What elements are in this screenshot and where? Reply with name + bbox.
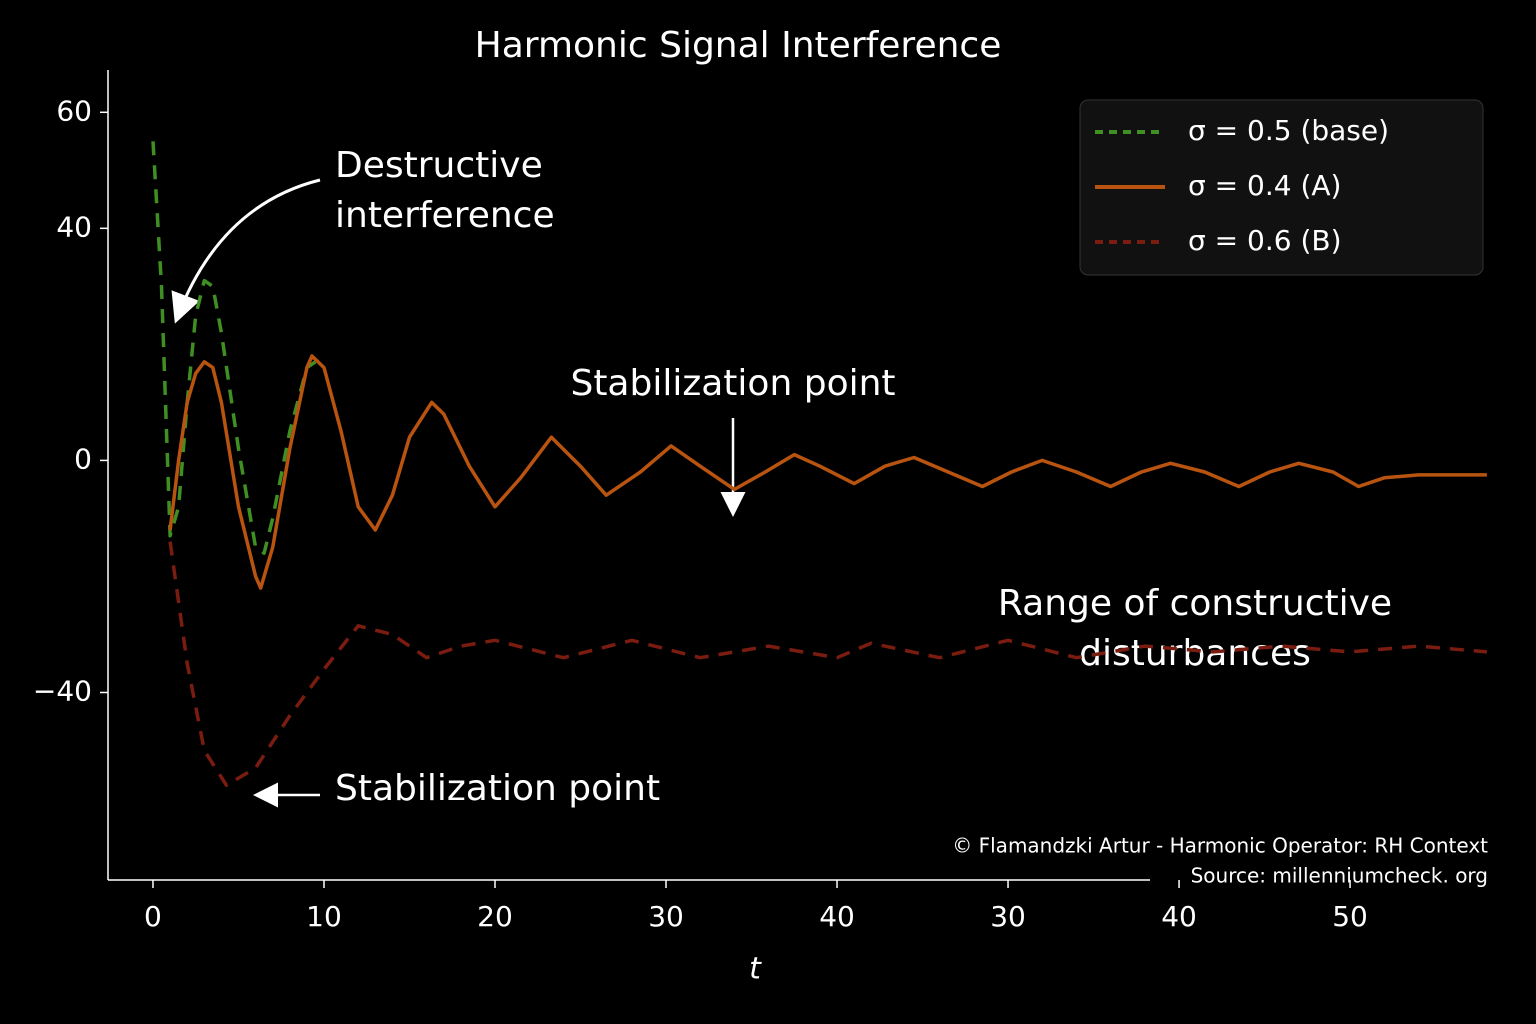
y-tick-label: −40 (33, 674, 92, 707)
y-tick-label: 40 (56, 210, 92, 243)
x-tick-label: 40 (1161, 900, 1197, 933)
y-tick-label: 0 (74, 442, 92, 475)
annotation: Destructive (335, 145, 543, 186)
plot-area (151, 141, 1488, 788)
legend-entries: σ = 0.5 (base) σ = 0.4 (A) σ = 0.6 (B) (1095, 114, 1389, 257)
y-tick-label: 60 (56, 94, 92, 127)
x-tick-label: 0 (144, 900, 162, 933)
annotation: disturbances (1079, 633, 1311, 674)
x-tick-label: 40 (819, 900, 855, 933)
annotation: Stabilization point (570, 363, 895, 404)
legend-label: σ = 0.4 (A) (1188, 169, 1341, 202)
chart-title: Harmonic Signal Interference (475, 25, 1002, 66)
x-tick-label: 50 (1332, 900, 1368, 933)
x-tick-label: 10 (306, 900, 342, 933)
legend-label: σ = 0.6 (B) (1188, 224, 1342, 257)
annotation: interference (335, 195, 555, 236)
series-line (151, 141, 317, 555)
series-line (168, 354, 1487, 590)
footer-text: Source: millenniumcheck. org (1191, 864, 1488, 888)
x-tick-label: 20 (477, 900, 513, 933)
x-tick-label: 30 (990, 900, 1026, 933)
annotation-arrow (171, 178, 321, 324)
legend (1079, 99, 1484, 276)
legend-label: σ = 0.5 (base) (1188, 114, 1389, 147)
annotation: Range of constructive (998, 583, 1392, 624)
x-tick-label: 30 (648, 900, 684, 933)
x-axis-label: t (749, 952, 762, 987)
footer-text: © Flamandzki Artur - Harmonic Operator: … (952, 834, 1488, 858)
annotation: Stabilization point (335, 768, 660, 809)
series-line (168, 541, 1488, 788)
